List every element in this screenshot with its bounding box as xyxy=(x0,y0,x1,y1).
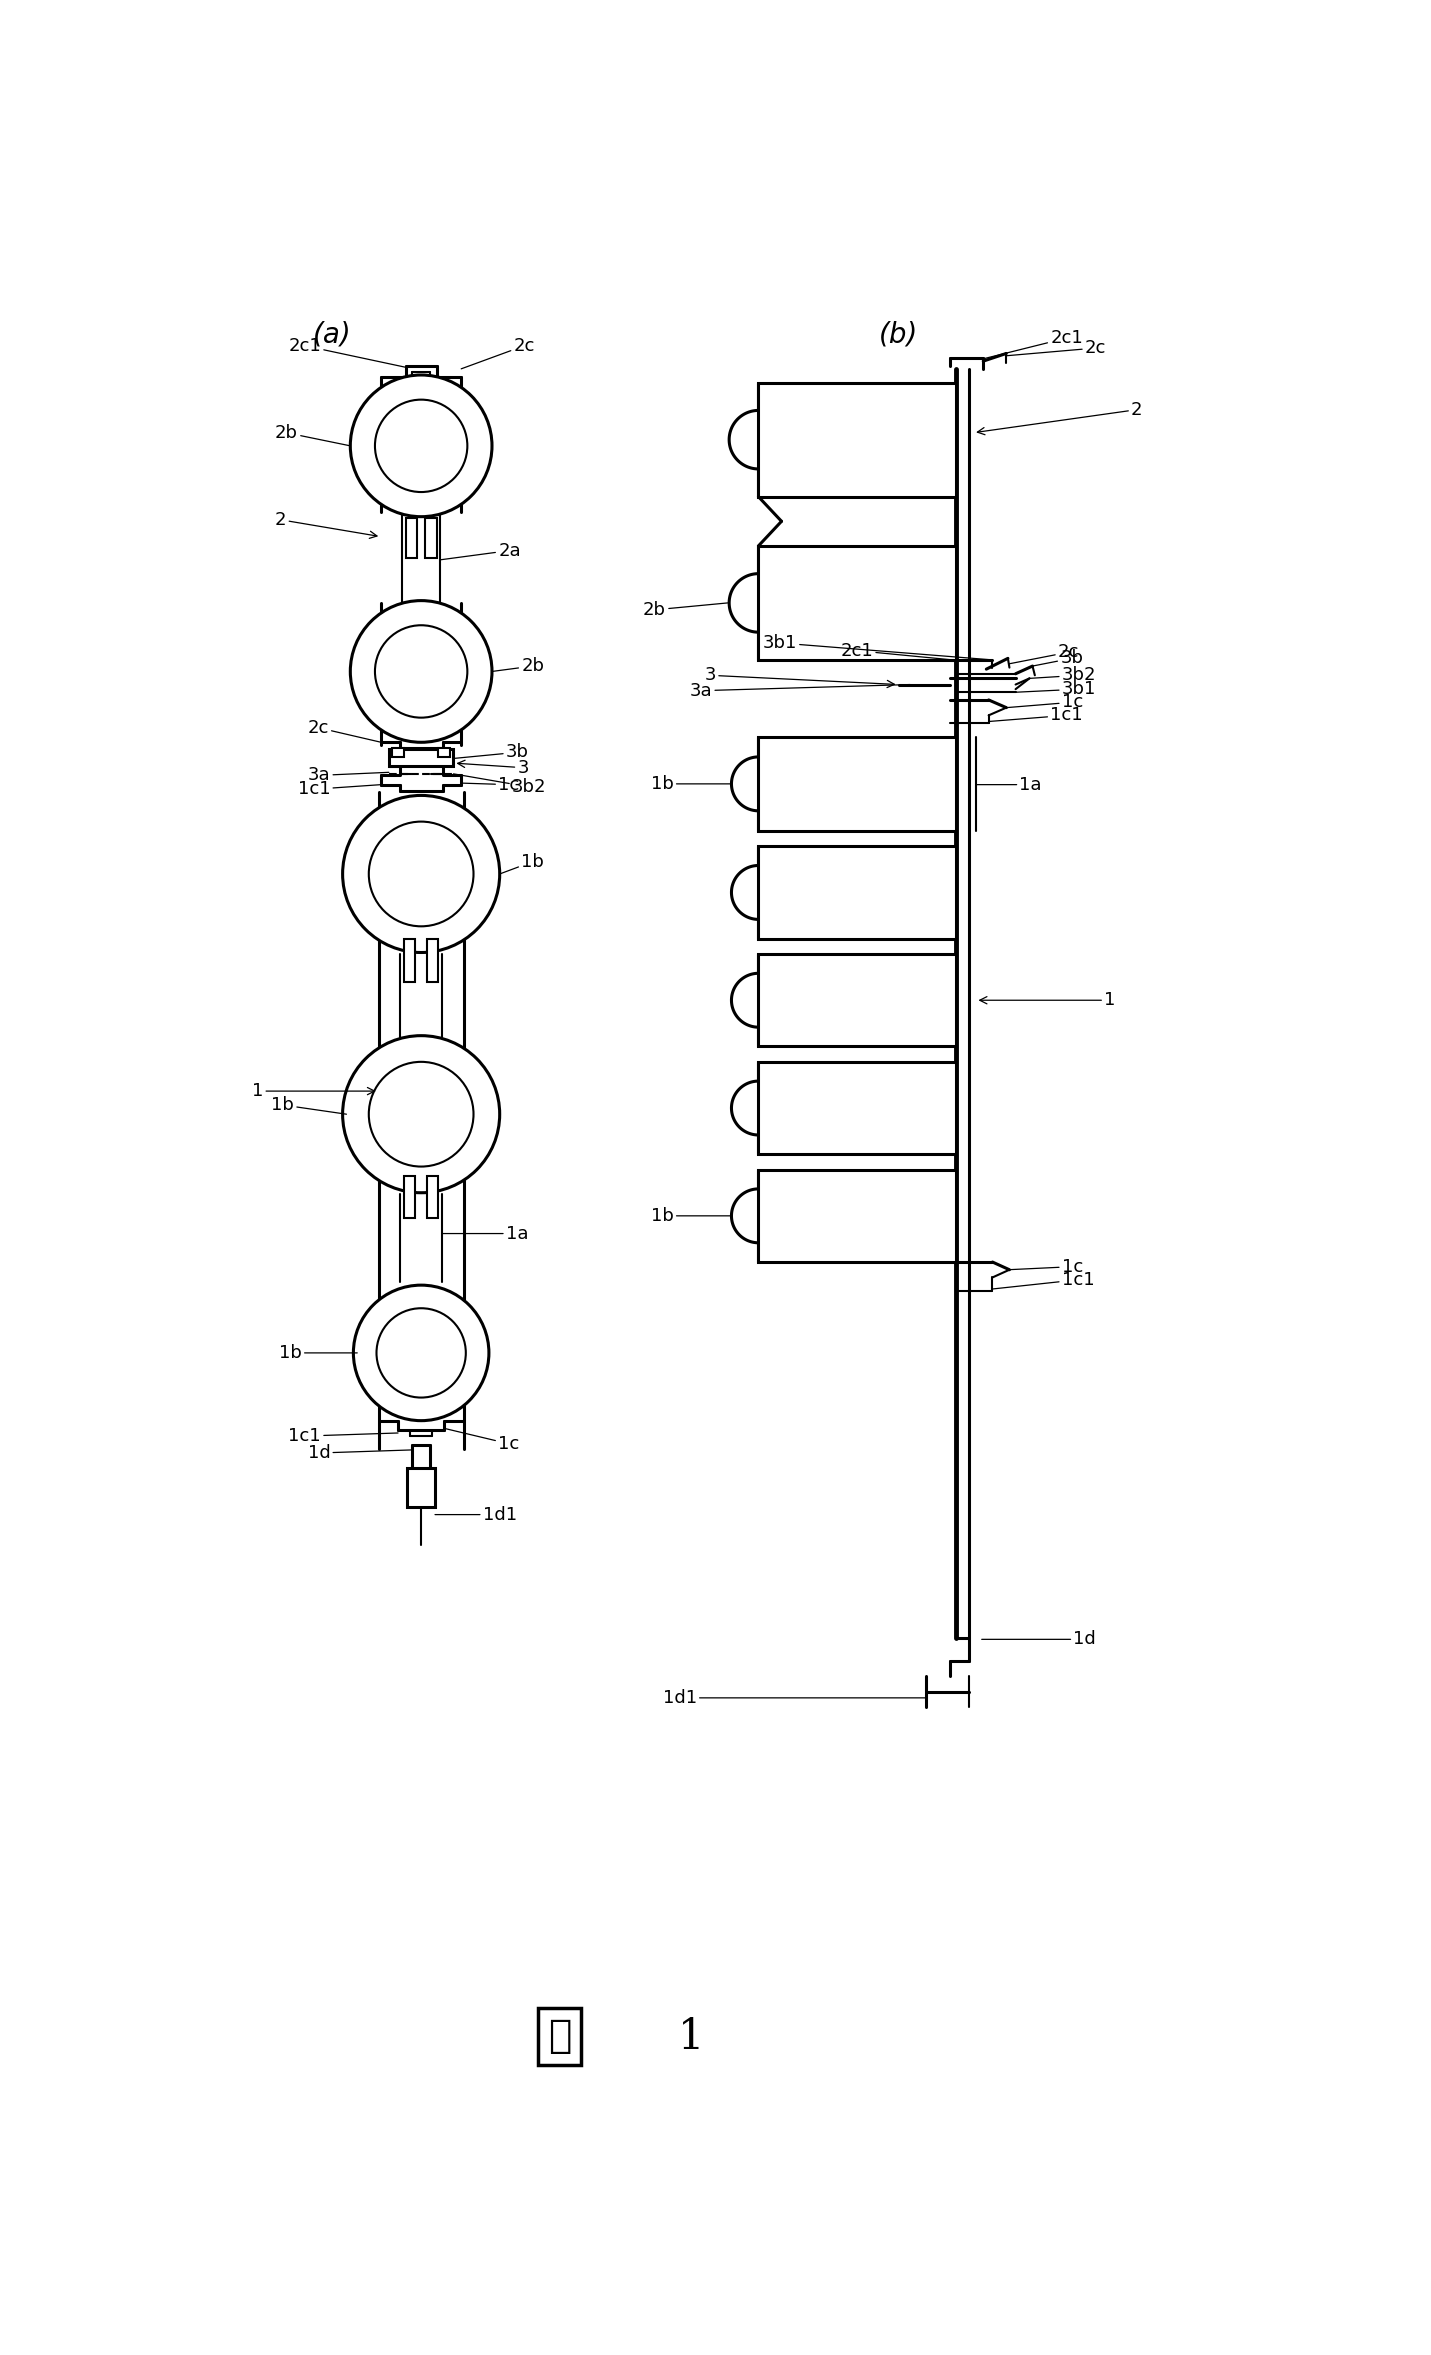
Circle shape xyxy=(376,1309,467,1397)
Circle shape xyxy=(375,400,468,492)
Bar xyxy=(428,1175,438,1218)
Text: 3: 3 xyxy=(704,666,894,688)
Text: 1a: 1a xyxy=(442,1225,528,1243)
Circle shape xyxy=(351,374,492,516)
Circle shape xyxy=(375,624,468,718)
Text: 1d1: 1d1 xyxy=(435,1505,517,1524)
Text: 1c: 1c xyxy=(444,1429,519,1453)
Text: 3b2: 3b2 xyxy=(454,775,547,796)
Text: 3b1: 3b1 xyxy=(1016,681,1096,697)
Circle shape xyxy=(353,1286,489,1420)
Bar xyxy=(438,747,451,756)
Text: 1c: 1c xyxy=(1006,692,1083,711)
Text: 1d: 1d xyxy=(982,1630,1096,1648)
Text: 図: 図 xyxy=(548,2018,571,2056)
Text: 2c: 2c xyxy=(1009,643,1079,664)
Bar xyxy=(758,1170,956,1262)
Text: 2: 2 xyxy=(275,511,376,539)
Text: 1d1: 1d1 xyxy=(663,1689,926,1707)
Text: 1c1: 1c1 xyxy=(298,780,381,798)
Text: 1c1: 1c1 xyxy=(993,1272,1095,1288)
Text: 2a: 2a xyxy=(441,542,521,560)
Bar xyxy=(428,940,438,982)
Text: 2b: 2b xyxy=(492,657,544,676)
Bar xyxy=(404,1175,415,1218)
Text: 1d: 1d xyxy=(308,1444,412,1462)
Text: 1: 1 xyxy=(677,2016,704,2058)
Text: 1b: 1b xyxy=(272,1095,346,1114)
Text: 2c1: 2c1 xyxy=(840,641,953,659)
Text: 3a: 3a xyxy=(690,681,910,699)
Text: 2b: 2b xyxy=(643,601,727,619)
Text: 2c1: 2c1 xyxy=(288,337,406,367)
Text: 3b1: 3b1 xyxy=(763,633,993,659)
Text: 2b: 2b xyxy=(275,424,351,445)
Text: 2: 2 xyxy=(977,400,1142,436)
Circle shape xyxy=(342,1036,499,1192)
Circle shape xyxy=(369,822,474,926)
Text: 1b: 1b xyxy=(651,1206,730,1225)
Text: 1: 1 xyxy=(980,991,1116,1010)
Text: 1c1: 1c1 xyxy=(989,706,1083,725)
Text: 2c: 2c xyxy=(461,337,535,370)
Text: (b): (b) xyxy=(879,320,919,349)
Circle shape xyxy=(351,601,492,742)
Text: 1c1: 1c1 xyxy=(289,1427,398,1446)
Bar xyxy=(392,747,404,756)
Bar xyxy=(425,518,436,558)
Circle shape xyxy=(369,1062,474,1166)
Text: 2c1: 2c1 xyxy=(983,330,1083,358)
Text: 1c: 1c xyxy=(1007,1258,1083,1276)
Text: 2c: 2c xyxy=(1006,339,1106,358)
Circle shape xyxy=(342,796,499,951)
Text: 3: 3 xyxy=(458,758,529,777)
Text: 3b: 3b xyxy=(454,744,529,761)
Text: 1b: 1b xyxy=(279,1345,358,1361)
Bar xyxy=(404,940,415,982)
Bar xyxy=(758,845,956,940)
Bar xyxy=(408,1470,435,1507)
Text: 1b: 1b xyxy=(499,853,544,874)
Text: 1c: 1c xyxy=(461,775,519,794)
Text: 3b2: 3b2 xyxy=(1029,666,1096,685)
Text: 3a: 3a xyxy=(308,765,389,784)
Bar xyxy=(758,737,956,831)
Text: 2c: 2c xyxy=(308,718,381,742)
Text: 1b: 1b xyxy=(651,775,730,794)
Bar xyxy=(758,1062,956,1154)
Bar xyxy=(389,749,454,765)
Text: (a): (a) xyxy=(313,320,352,349)
Bar xyxy=(406,518,418,558)
Bar xyxy=(758,954,956,1046)
Text: 1a: 1a xyxy=(976,775,1042,794)
Text: 1: 1 xyxy=(252,1081,375,1100)
Bar xyxy=(758,384,956,497)
Bar xyxy=(758,546,956,659)
Text: 3b: 3b xyxy=(1033,650,1083,666)
